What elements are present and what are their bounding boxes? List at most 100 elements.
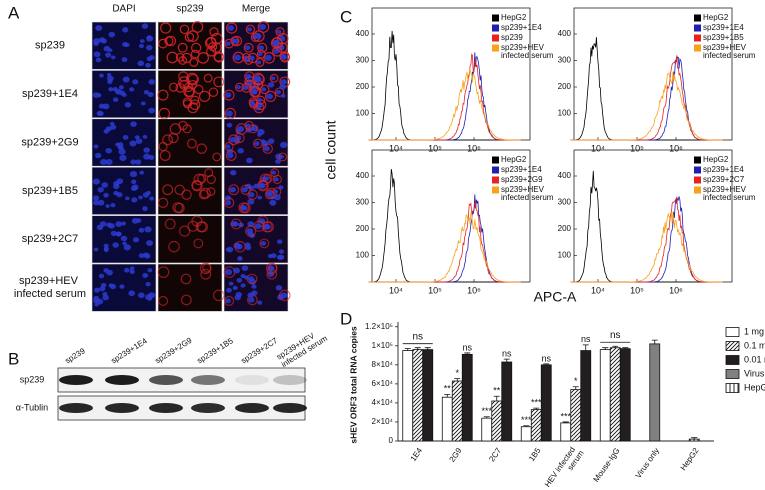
stain bbox=[196, 143, 208, 154]
x-tick-label: 1B5 bbox=[527, 446, 543, 463]
nucleus bbox=[276, 239, 283, 244]
bar bbox=[560, 422, 572, 442]
axis-title: sHEV ORF3 total RNA copies bbox=[348, 326, 358, 444]
micrograph bbox=[91, 215, 157, 264]
micrograph bbox=[91, 21, 157, 70]
nucleus bbox=[148, 292, 156, 299]
y-tick-label: 0 bbox=[389, 436, 394, 445]
nucleus bbox=[247, 292, 254, 298]
column-header: DAPI bbox=[112, 4, 135, 15]
stain bbox=[241, 83, 252, 93]
legend-swatch bbox=[694, 34, 701, 42]
lane-label: sp239+HEV infected serum bbox=[275, 326, 329, 369]
nucleus bbox=[142, 206, 148, 212]
y-tick-label: 100 bbox=[356, 109, 370, 118]
stain bbox=[157, 266, 170, 278]
stain bbox=[191, 180, 203, 192]
legend-swatch bbox=[694, 24, 701, 32]
nucleus bbox=[241, 205, 248, 211]
blot-band bbox=[105, 403, 139, 413]
stain bbox=[261, 221, 273, 233]
nucleus bbox=[115, 221, 123, 228]
nucleus bbox=[260, 241, 267, 246]
legend-label: HepG2 bbox=[703, 155, 729, 164]
stain bbox=[182, 124, 192, 134]
significance-label: ** bbox=[493, 386, 501, 396]
nucleus bbox=[233, 54, 241, 61]
error-bar bbox=[483, 416, 490, 419]
nucleus bbox=[280, 93, 286, 98]
y-tick-label: 200 bbox=[356, 82, 370, 91]
nucleus bbox=[148, 79, 155, 85]
blot-band bbox=[59, 375, 93, 385]
significance-label: ns bbox=[462, 342, 472, 352]
error-bar bbox=[404, 348, 411, 351]
group-label: ns bbox=[610, 330, 621, 341]
nucleus bbox=[226, 246, 234, 253]
stain bbox=[259, 173, 271, 186]
nucleus bbox=[230, 169, 237, 176]
stain bbox=[181, 189, 192, 200]
x-tick-label: 10⁴ bbox=[591, 285, 605, 295]
nucleus bbox=[260, 139, 266, 144]
nucleus bbox=[129, 87, 135, 92]
significance-label: ** bbox=[444, 384, 452, 394]
nucleus bbox=[248, 55, 255, 61]
x-tick-label: 10⁶ bbox=[467, 285, 481, 295]
nucleus bbox=[147, 268, 153, 273]
nucleus bbox=[237, 256, 243, 261]
nucleus bbox=[125, 196, 130, 201]
nucleus bbox=[249, 126, 255, 131]
nucleus bbox=[99, 37, 106, 43]
nucleus bbox=[119, 154, 127, 162]
legend-label: HepG2 bbox=[501, 13, 527, 22]
legend-swatch bbox=[694, 166, 701, 174]
stain bbox=[248, 99, 259, 109]
bar bbox=[609, 347, 621, 442]
stain bbox=[223, 197, 235, 208]
stain bbox=[189, 57, 199, 67]
stain bbox=[174, 202, 185, 214]
stain bbox=[240, 202, 251, 214]
y-tick-label: 1×10⁵ bbox=[372, 341, 393, 350]
nucleus bbox=[103, 246, 109, 251]
nucleus bbox=[243, 55, 248, 60]
stain bbox=[197, 52, 209, 64]
nucleus bbox=[131, 218, 139, 224]
y-tick-label: 200 bbox=[558, 224, 572, 233]
nucleus bbox=[124, 42, 130, 48]
row-label: sp239 bbox=[35, 40, 65, 52]
error-bar bbox=[523, 425, 530, 427]
nucleus bbox=[93, 200, 100, 206]
nucleus bbox=[129, 269, 135, 275]
nucleus bbox=[105, 158, 113, 166]
error-bar bbox=[562, 421, 569, 423]
stain bbox=[226, 22, 238, 34]
nucleus bbox=[264, 176, 270, 181]
nucleus bbox=[140, 101, 146, 106]
nucleus bbox=[115, 88, 122, 95]
micrograph bbox=[157, 215, 223, 264]
stain bbox=[264, 90, 277, 103]
x-tick-label: 10⁶ bbox=[669, 143, 683, 153]
nucleus bbox=[122, 135, 129, 140]
nucleus bbox=[273, 189, 279, 194]
stain bbox=[272, 46, 283, 57]
nucleus bbox=[248, 192, 255, 198]
legend-label: 0.1 mg bbox=[744, 340, 765, 350]
legend-label: sp239+2C7 bbox=[703, 175, 745, 184]
nucleus bbox=[129, 140, 137, 147]
significance-label: * bbox=[574, 376, 578, 386]
stain bbox=[183, 85, 195, 98]
panel-label: B bbox=[8, 349, 19, 368]
error-bar bbox=[622, 347, 629, 349]
legend-swatch bbox=[492, 24, 499, 32]
histogram bbox=[368, 212, 521, 283]
blot-band bbox=[235, 375, 269, 385]
legend-swatch bbox=[492, 34, 499, 42]
significance-label: * bbox=[455, 368, 459, 378]
stain bbox=[278, 152, 288, 162]
stain bbox=[224, 295, 235, 306]
nucleus bbox=[235, 243, 243, 250]
